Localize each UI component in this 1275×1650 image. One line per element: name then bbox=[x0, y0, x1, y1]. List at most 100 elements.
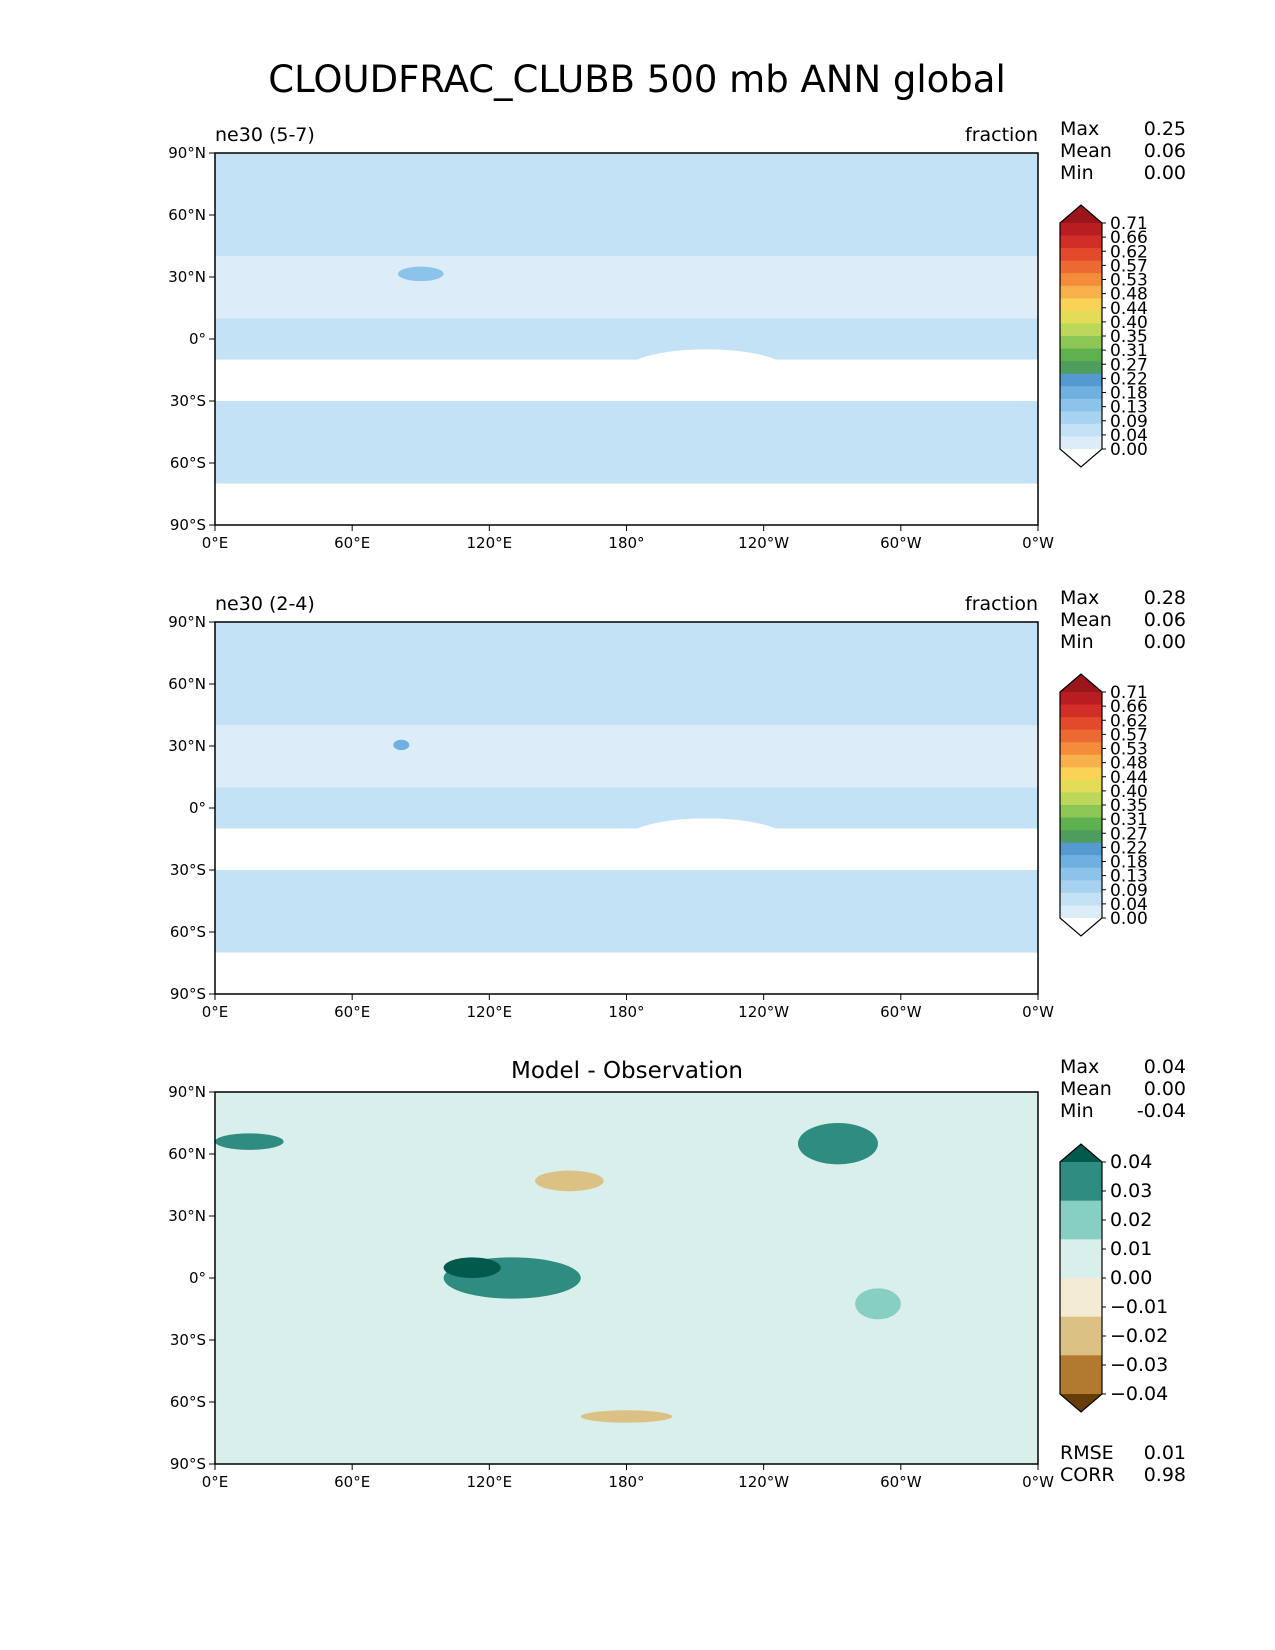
colorbar-tick-label: 0.01 bbox=[1110, 1238, 1152, 1260]
min-value: 0.00 bbox=[1144, 162, 1186, 184]
band bbox=[215, 787, 1038, 829]
colorbar-segment bbox=[1060, 223, 1102, 237]
panel-3-lat-ticks: 90°N 60°N 30°N 0° 30°S 60°S 90°S bbox=[168, 1083, 215, 1473]
lat-tick-label: 0° bbox=[189, 799, 206, 817]
band bbox=[215, 622, 1038, 653]
lon-tick-label: 0°W bbox=[1022, 534, 1054, 552]
colorbar-segment bbox=[1060, 373, 1102, 387]
lon-tick-label: 0°E bbox=[202, 534, 229, 552]
colorbar-tick-label: 0.09 bbox=[1110, 881, 1148, 901]
lat-tick-label: 90°S bbox=[170, 1455, 206, 1473]
colorbar-segment bbox=[1060, 436, 1102, 450]
colorbar-tick-label: 0.40 bbox=[1110, 782, 1148, 802]
lon-tick-label: 60°W bbox=[880, 1473, 922, 1491]
lon-tick-label: 120°W bbox=[738, 1003, 789, 1021]
max-value: 0.28 bbox=[1144, 587, 1186, 609]
colorbar-segment bbox=[1060, 411, 1102, 425]
colorbar-extend-min bbox=[1060, 918, 1102, 936]
lon-tick-label: 0°E bbox=[202, 1473, 229, 1491]
colorbar-tick-label: 0.53 bbox=[1110, 740, 1148, 760]
colorbar-tick-label: 0.62 bbox=[1110, 242, 1148, 262]
feature-region bbox=[535, 1170, 604, 1192]
panel-2: ne30 (2-4) fraction 90°N 60°N 30°N 0° 30°S 60… bbox=[168, 587, 1186, 1021]
colorbar-tick-label: 0.44 bbox=[1110, 768, 1148, 788]
feature-region bbox=[797, 663, 878, 705]
colorbar-segment bbox=[1060, 892, 1102, 906]
colorbar-extend-max bbox=[1060, 674, 1102, 692]
lat-tick-label: 60°S bbox=[170, 1393, 206, 1411]
panel-2-title-left: ne30 (2-4) bbox=[215, 593, 315, 615]
lat-tick-label: 0° bbox=[189, 330, 206, 348]
colorbar-tick-label: 0.27 bbox=[1110, 824, 1148, 844]
band bbox=[215, 401, 1038, 432]
colorbar-tick-label: 0.66 bbox=[1110, 697, 1148, 717]
panel-2-lat-ticks: 90°N 60°N 30°N 0° 30°S 60°S 90°S bbox=[168, 613, 215, 1003]
lon-tick-label: 60°E bbox=[334, 1003, 370, 1021]
colorbar-extend-min bbox=[1060, 449, 1102, 467]
panel-1-lon-ticks: 0°E 60°E 120°E 180° 120°W 60°W 0°W bbox=[202, 525, 1054, 552]
colorbar-tick-label: −0.04 bbox=[1110, 1383, 1168, 1405]
panel-2-lon-ticks: 0°E 60°E 120°E 180° 120°W 60°W 0°W bbox=[202, 994, 1054, 1021]
band bbox=[215, 432, 1038, 484]
lat-tick-label: 90°N bbox=[168, 613, 206, 631]
colorbar-segment bbox=[1060, 260, 1102, 274]
colorbar-tick-label: 0.18 bbox=[1110, 384, 1148, 404]
feature-region bbox=[215, 1133, 284, 1150]
colorbar-segment bbox=[1060, 323, 1102, 337]
colorbar-tick-label: 0.48 bbox=[1110, 285, 1148, 305]
lat-tick-label: 0° bbox=[189, 1269, 206, 1287]
panel-3-lon-ticks: 0°E 60°E 120°E 180° 120°W 60°W 0°W bbox=[202, 1464, 1054, 1491]
lat-tick-label: 90°N bbox=[168, 144, 206, 162]
colorbar-segment bbox=[1060, 1278, 1102, 1318]
colorbar-segment bbox=[1060, 235, 1102, 249]
colorbar-tick-label: 0.57 bbox=[1110, 256, 1148, 276]
colorbar-extend-max bbox=[1060, 1144, 1102, 1162]
colorbar-segment bbox=[1060, 1316, 1102, 1356]
mean-label: Mean bbox=[1060, 1078, 1112, 1100]
rmse-value: 0.01 bbox=[1144, 1442, 1186, 1464]
lon-tick-label: 120°W bbox=[738, 534, 789, 552]
colorbar-segment bbox=[1060, 248, 1102, 262]
colorbar-segment bbox=[1060, 1239, 1102, 1279]
lat-tick-label: 90°S bbox=[170, 985, 206, 1003]
panel-1-colorbar: 0.710.660.620.570.530.480.440.400.350.31… bbox=[1059, 204, 1148, 468]
colorbar-segment bbox=[1060, 398, 1102, 412]
colorbar-segment bbox=[1060, 1355, 1102, 1395]
colorbar-tick-label: 0.62 bbox=[1110, 711, 1148, 731]
feature-region bbox=[443, 797, 558, 819]
panel-3-colorbar: 0.04 0.03 0.02 0.01 0.00 −0.01 −0.02 −0.03 −0.04 bbox=[1059, 1143, 1168, 1413]
colorbar-segment bbox=[1060, 767, 1102, 781]
lat-tick-label: 30°S bbox=[170, 1331, 206, 1349]
band bbox=[215, 952, 1038, 994]
feature-region bbox=[329, 684, 353, 705]
lon-tick-label: 180° bbox=[608, 534, 644, 552]
lat-tick-label: 90°S bbox=[170, 516, 206, 534]
colorbar-segment bbox=[1060, 336, 1102, 350]
min-label: Min bbox=[1060, 162, 1094, 184]
colorbar-segment bbox=[1060, 1200, 1102, 1240]
colorbar-tick-label: 0.48 bbox=[1110, 754, 1148, 774]
panel-1-title-left: ne30 (5-7) bbox=[215, 124, 315, 146]
lat-tick-label: 30°N bbox=[168, 737, 206, 755]
min-value: -0.04 bbox=[1137, 1100, 1186, 1122]
panel-1: ne30 (5-7) fraction 90°N 60°N 30°N 0° 30°S 60… bbox=[168, 118, 1186, 552]
max-value: 0.04 bbox=[1144, 1056, 1186, 1078]
panel-1-stats: Max Mean Min 0.25 0.06 0.00 bbox=[1060, 118, 1186, 184]
colorbar-segment bbox=[1060, 880, 1102, 894]
lon-tick-label: 180° bbox=[608, 1003, 644, 1021]
band bbox=[215, 153, 1038, 184]
panel-1-title-right: fraction bbox=[965, 124, 1038, 146]
lon-tick-label: 120°E bbox=[467, 1473, 513, 1491]
band bbox=[215, 483, 1038, 525]
colorbar-tick-label: −0.02 bbox=[1110, 1325, 1168, 1347]
feature-region bbox=[855, 1288, 901, 1320]
panel-2-title-right: fraction bbox=[965, 593, 1038, 615]
colorbar-tick-label: 0.13 bbox=[1110, 398, 1148, 418]
colorbar-segment bbox=[1060, 729, 1102, 743]
lat-tick-label: 60°S bbox=[170, 454, 206, 472]
colorbar-segment bbox=[1060, 273, 1102, 287]
band bbox=[215, 318, 1038, 360]
colorbar-tick-label: 0.71 bbox=[1110, 214, 1148, 234]
max-label: Max bbox=[1060, 118, 1099, 140]
colorbar-tick-label: 0.13 bbox=[1110, 867, 1148, 887]
